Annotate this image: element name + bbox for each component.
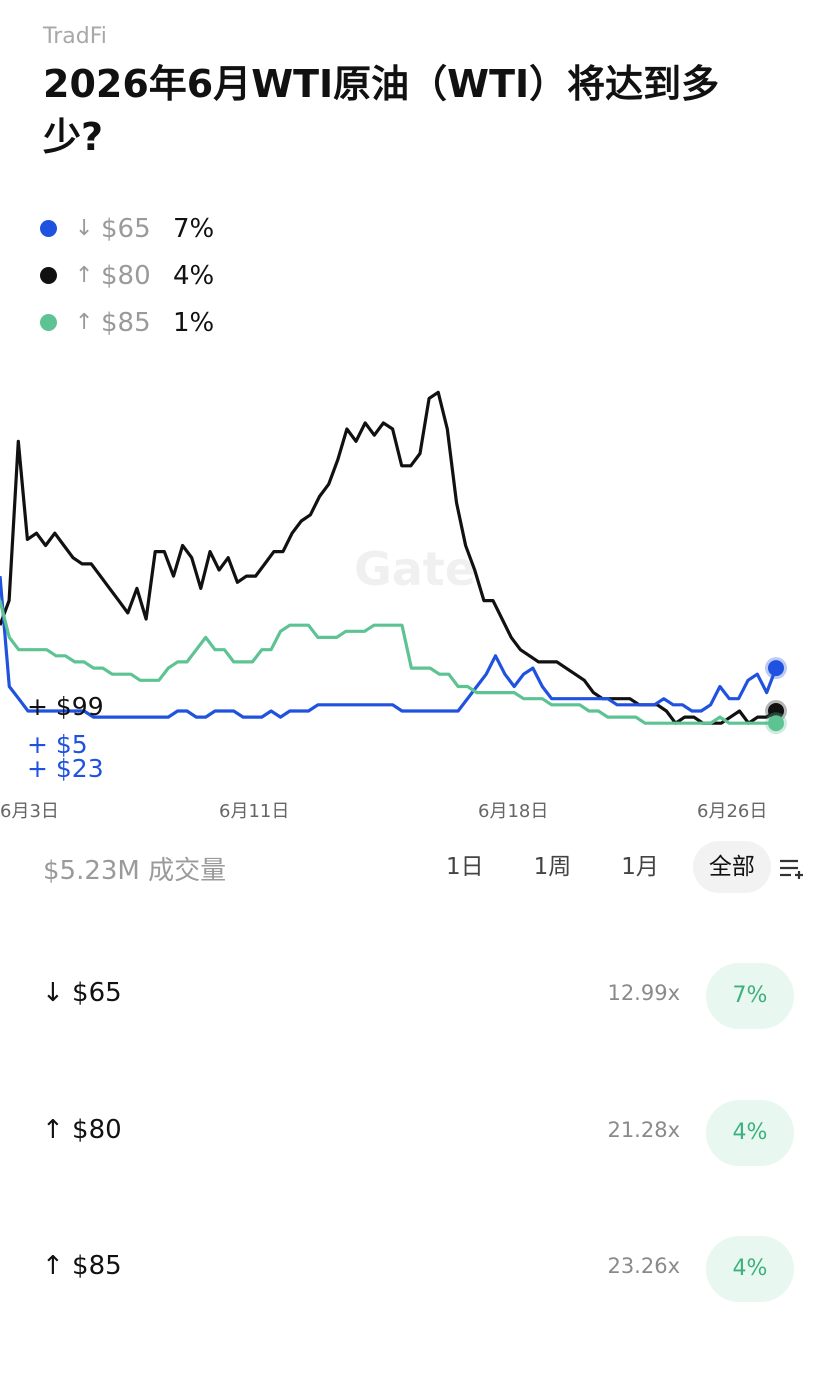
outcome-multiplier: 12.99x xyxy=(607,981,680,1005)
change-label-blue: + $5 xyxy=(27,730,88,759)
watermark: Gate xyxy=(354,542,476,596)
x-tick: 6月26日 xyxy=(697,801,768,822)
outcome-label: ↑ $85 xyxy=(42,1251,122,1281)
series-end-dot-85 xyxy=(768,715,784,732)
range-tabs: 1日 1周 1月 全部 xyxy=(430,841,807,893)
series-end-dot-80 xyxy=(768,702,784,719)
outcome-row[interactable]: ↑ $85 23.26x 4% xyxy=(0,1226,828,1316)
x-tick: 6月3日 xyxy=(0,801,59,822)
filter-settings-icon[interactable] xyxy=(777,852,807,882)
change-label-blue-2: + $23 xyxy=(27,754,104,783)
outcome-multiplier: 23.26x xyxy=(607,1254,680,1278)
legend-dot xyxy=(40,220,57,237)
price-chart[interactable]: Gate + $99 + $5 + $23 xyxy=(0,380,828,794)
market-title: 2026年6月WTI原油（WTI）将达到多少? xyxy=(43,62,720,159)
legend-price: $80 xyxy=(101,260,151,291)
tab-1w[interactable]: 1周 xyxy=(533,854,572,880)
change-label-black: + $99 xyxy=(27,692,104,721)
price-chart-svg[interactable]: Gate + $99 + $5 + $23 xyxy=(0,380,828,790)
x-tick: 6月11日 xyxy=(219,801,290,822)
x-tick: 6月18日 xyxy=(478,801,549,822)
legend-dot xyxy=(40,314,57,331)
legend-item-80: ↑ $80 4% xyxy=(40,252,214,299)
volume-text: $5.23M 成交量 xyxy=(43,856,227,886)
legend-direction: ↑ xyxy=(75,263,94,288)
series-line-85 xyxy=(0,600,776,725)
outcome-row[interactable]: ↑ $80 21.28x 4% xyxy=(0,1090,828,1180)
tab-1d[interactable]: 1日 xyxy=(446,854,484,880)
series-end-dot-65 xyxy=(768,660,784,677)
legend-price: $85 xyxy=(101,307,151,338)
outcome-buy-button[interactable]: 4% xyxy=(706,1236,794,1302)
outcome-buy-button[interactable]: 7% xyxy=(706,963,794,1029)
series-line-65 xyxy=(0,575,778,719)
chart-legend: ↓ $65 7% ↑ $80 4% ↑ $85 1% xyxy=(40,205,214,346)
legend-item-85: ↑ $85 1% xyxy=(40,299,214,346)
legend-percent: 4% xyxy=(173,260,215,291)
legend-direction: ↓ xyxy=(75,216,94,241)
outcome-label: ↑ $80 xyxy=(42,1115,122,1145)
series-layer xyxy=(0,390,787,735)
tab-1m[interactable]: 1月 xyxy=(621,854,659,880)
outcome-buy-button[interactable]: 4% xyxy=(706,1100,794,1166)
outcome-label: ↓ $65 xyxy=(42,978,122,1008)
category-label: TradFi xyxy=(43,24,107,49)
legend-percent: 1% xyxy=(173,307,215,338)
legend-price: $65 xyxy=(101,213,151,244)
legend-direction: ↑ xyxy=(75,310,94,335)
outcome-multiplier: 21.28x xyxy=(607,1118,680,1142)
outcome-row[interactable]: ↓ $65 12.99x 7% xyxy=(0,953,828,1043)
tab-all[interactable]: 全部 xyxy=(692,841,771,893)
legend-dot xyxy=(40,267,57,284)
legend-percent: 7% xyxy=(173,213,215,244)
legend-item-65: ↓ $65 7% xyxy=(40,205,214,252)
